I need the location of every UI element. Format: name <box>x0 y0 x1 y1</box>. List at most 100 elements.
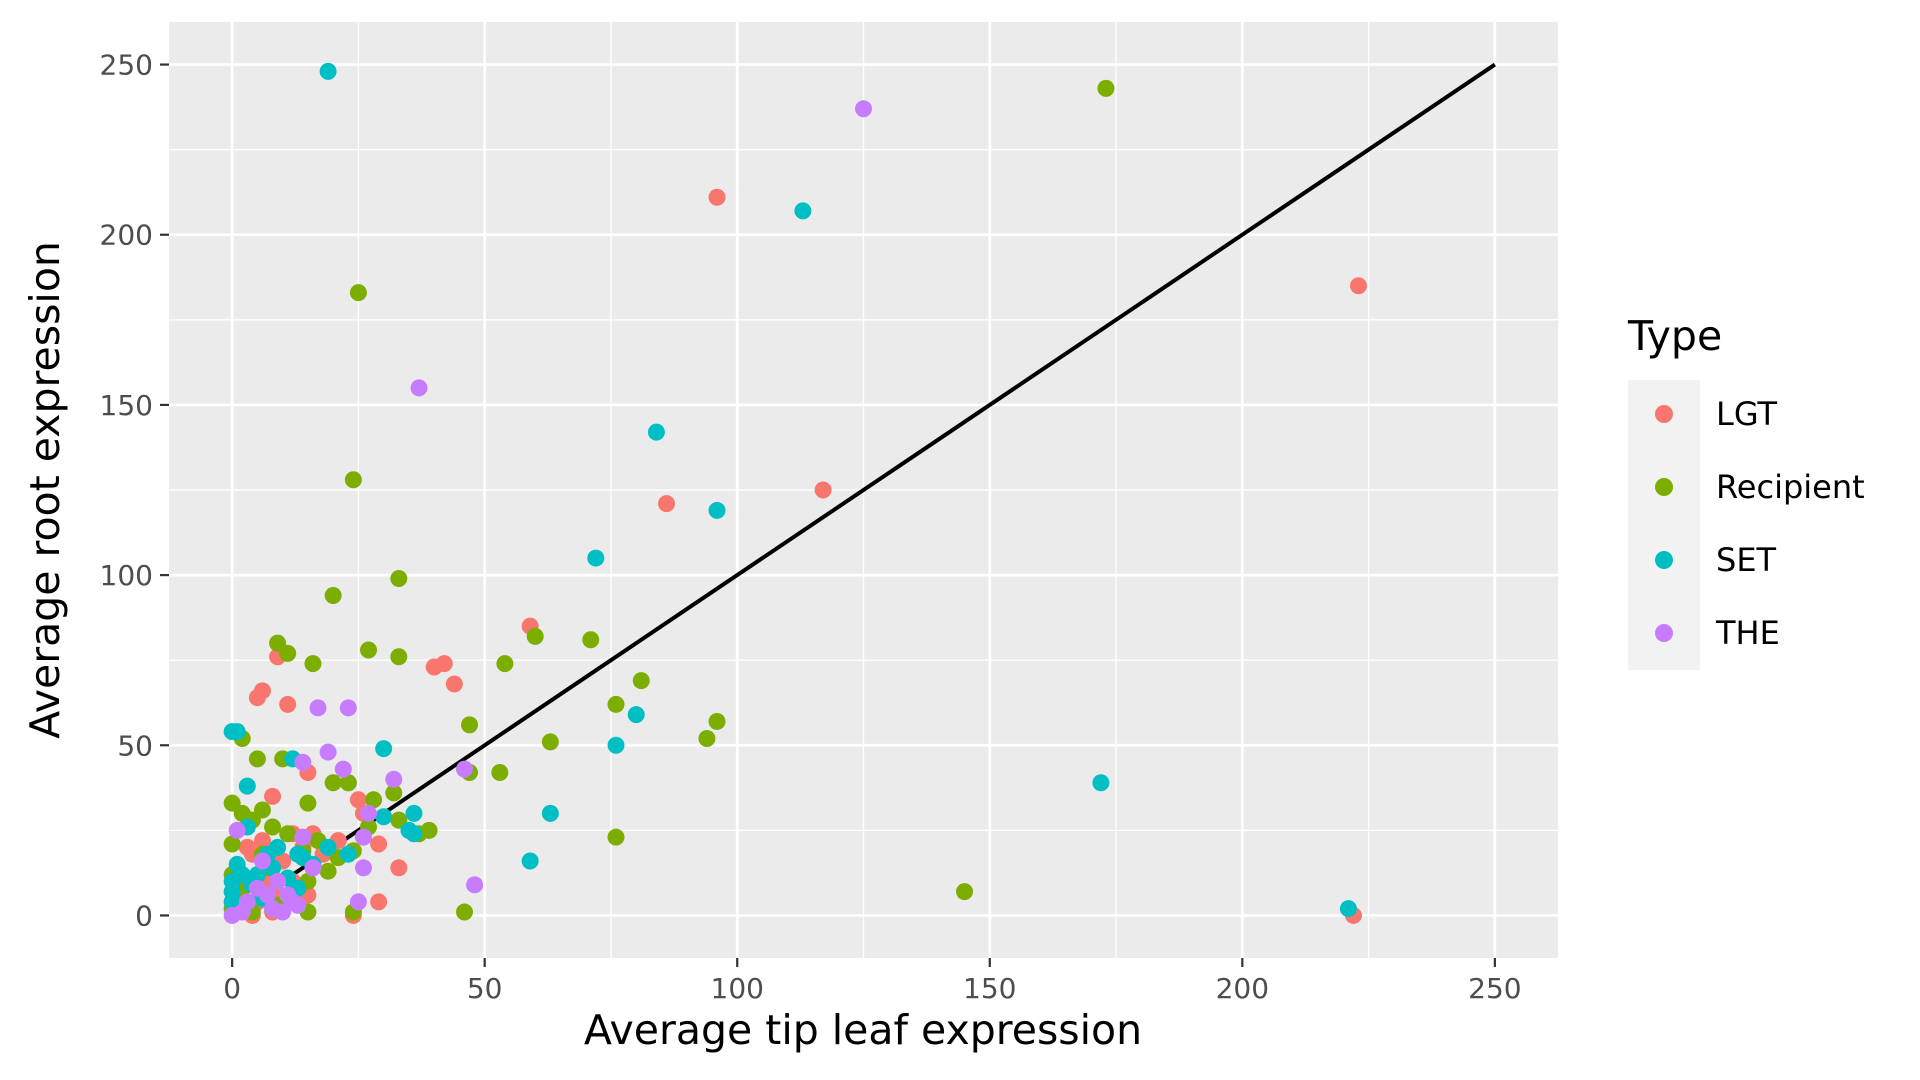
legend-key-set <box>1655 551 1673 569</box>
point-recipient <box>461 716 479 734</box>
point-the <box>334 760 352 778</box>
point-set <box>269 838 287 856</box>
point-the <box>223 906 241 924</box>
legend-label-recipient: Recipient <box>1716 468 1865 506</box>
point-lgt <box>445 675 463 693</box>
point-lgt <box>814 481 832 499</box>
legend-title: Type <box>1627 312 1722 360</box>
point-set <box>607 736 625 754</box>
point-the <box>339 699 357 717</box>
point-lgt <box>253 832 271 850</box>
point-recipient <box>607 695 625 713</box>
point-recipient <box>365 791 383 809</box>
point-recipient <box>264 818 282 836</box>
reference-line <box>231 62 1496 918</box>
point-recipient <box>582 631 600 649</box>
legend-label-set: SET <box>1716 541 1777 579</box>
point-the <box>410 379 428 397</box>
point-the <box>258 886 276 904</box>
point-set <box>794 202 812 220</box>
point-set <box>587 549 605 567</box>
point-set <box>627 706 645 724</box>
x-tick-label: 50 <box>467 972 503 1005</box>
point-set <box>238 777 256 795</box>
y-axis: 0 50 100 150 200 250 <box>100 49 169 932</box>
point-set <box>1092 774 1110 792</box>
point-recipient <box>349 284 367 302</box>
y-tick-label: 0 <box>135 899 153 932</box>
point-set <box>647 423 665 441</box>
legend: Type LGT Recipient SET THE <box>1627 312 1865 670</box>
point-recipient <box>344 471 362 489</box>
point-lgt <box>708 188 726 206</box>
point-recipient <box>390 569 408 587</box>
legend-key-the <box>1655 624 1673 642</box>
point-the <box>228 821 246 839</box>
point-lgt <box>425 658 443 676</box>
point-set <box>319 838 337 856</box>
point-the <box>284 893 302 911</box>
legend-label-the: THE <box>1715 614 1780 652</box>
y-axis-title: Average root expression <box>21 241 69 739</box>
x-tick-label: 250 <box>1468 972 1521 1005</box>
point-recipient <box>223 835 241 853</box>
point-recipient <box>319 862 337 880</box>
point-recipient <box>526 627 544 645</box>
x-axis-title: Average tip leaf expression <box>584 1006 1142 1054</box>
point-recipient <box>360 641 378 659</box>
point-the <box>354 859 372 877</box>
point-lgt <box>264 787 282 805</box>
point-recipient <box>541 733 559 751</box>
point-recipient <box>339 774 357 792</box>
point-the <box>455 760 473 778</box>
y-tick-label: 200 <box>100 219 153 252</box>
point-lgt <box>370 835 388 853</box>
legend-label-lgt: LGT <box>1716 395 1777 433</box>
x-tick-label: 150 <box>963 972 1016 1005</box>
point-the <box>360 804 378 822</box>
point-recipient <box>279 644 297 662</box>
point-set <box>375 808 393 826</box>
point-lgt <box>253 682 271 700</box>
point-recipient <box>708 712 726 730</box>
point-lgt <box>1349 277 1367 295</box>
point-recipient <box>491 764 509 782</box>
point-set <box>405 825 423 843</box>
legend-key-lgt <box>1655 405 1673 423</box>
point-the <box>269 872 287 890</box>
point-lgt <box>279 695 297 713</box>
point-the <box>466 876 484 894</box>
point-lgt <box>658 495 676 513</box>
point-recipient <box>496 655 514 673</box>
point-lgt <box>370 893 388 911</box>
y-tick-label: 50 <box>117 729 153 762</box>
data-points <box>223 62 1367 924</box>
point-set <box>405 804 423 822</box>
point-recipient <box>304 655 322 673</box>
point-the <box>294 753 312 771</box>
point-recipient <box>253 801 271 819</box>
point-the <box>304 859 322 877</box>
point-recipient <box>607 828 625 846</box>
point-set <box>319 62 337 80</box>
point-the <box>354 828 372 846</box>
point-recipient <box>324 587 342 605</box>
point-recipient <box>248 750 266 768</box>
point-recipient <box>1097 79 1115 97</box>
x-axis: 0 50 100 150 200 250 <box>223 958 1522 1005</box>
point-the <box>294 828 312 846</box>
point-recipient <box>956 883 974 901</box>
point-recipient <box>279 825 297 843</box>
x-tick-label: 100 <box>711 972 764 1005</box>
point-set <box>248 866 266 884</box>
point-set <box>375 740 393 758</box>
x-tick-label: 200 <box>1216 972 1269 1005</box>
point-the <box>309 699 327 717</box>
point-set <box>708 501 726 519</box>
point-recipient <box>299 794 317 812</box>
y-tick-label: 150 <box>100 389 153 422</box>
x-tick-label: 0 <box>223 972 241 1005</box>
reference-line-layer <box>231 62 1496 918</box>
point-the <box>319 743 337 761</box>
y-tick-label: 100 <box>100 559 153 592</box>
